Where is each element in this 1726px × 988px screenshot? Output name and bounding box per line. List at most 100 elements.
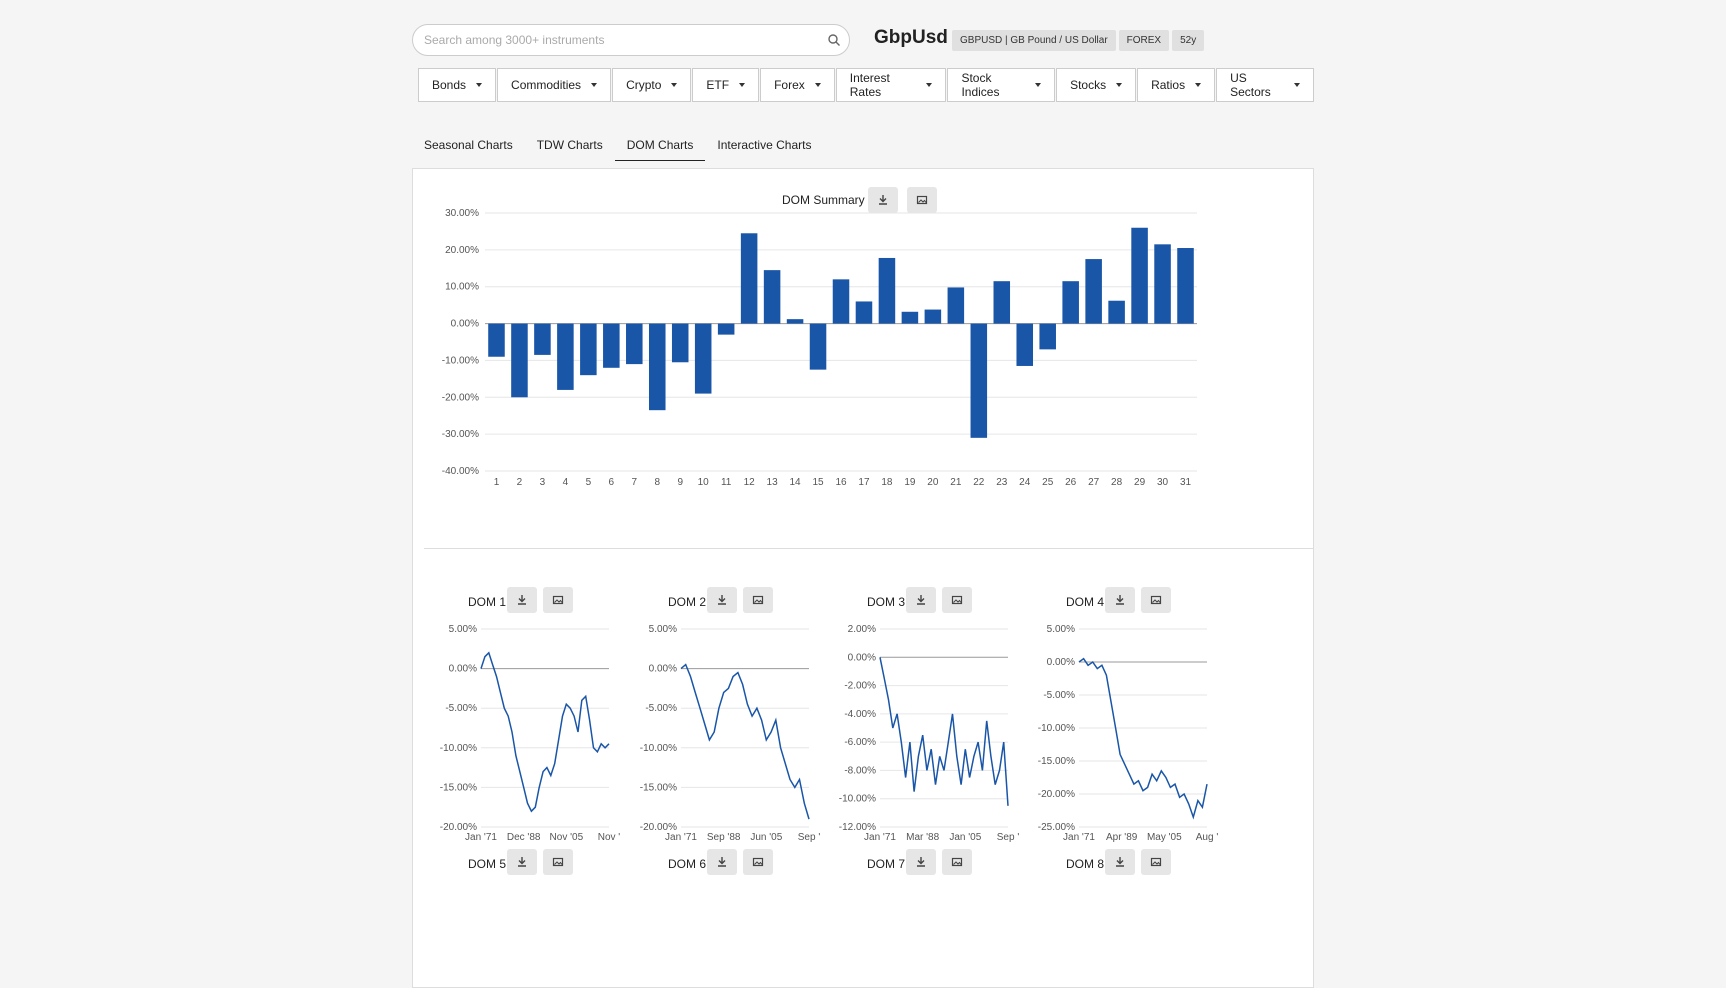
y-tick-label: -20.00% — [1038, 789, 1075, 800]
image-icon — [1150, 857, 1162, 867]
menu-commodities[interactable]: Commodities — [497, 68, 612, 102]
bar-day-28[interactable] — [1108, 300, 1125, 324]
bar-day-30[interactable] — [1154, 244, 1171, 324]
x-tick-label: 27 — [1088, 477, 1100, 488]
bar-day-10[interactable] — [694, 323, 712, 394]
dom-series-line[interactable] — [1078, 657, 1208, 820]
bar-day-21[interactable] — [947, 287, 965, 324]
download-icon — [718, 857, 726, 867]
tab-seasonal-charts[interactable]: Seasonal Charts — [424, 138, 513, 152]
dom-series-line[interactable] — [879, 657, 1009, 806]
search-input[interactable] — [424, 25, 814, 55]
y-tick-label: 2.00% — [848, 624, 876, 635]
download-icon — [879, 195, 887, 205]
dom-chart-image-button[interactable] — [543, 849, 573, 875]
bar-day-8[interactable] — [648, 323, 666, 411]
download-icon — [518, 595, 526, 605]
dom-chart-download-button[interactable] — [707, 587, 737, 613]
dom-chart-download-button[interactable] — [707, 849, 737, 875]
bar-day-9[interactable] — [671, 323, 689, 363]
image-icon — [552, 595, 564, 605]
bar-day-31[interactable] — [1177, 248, 1194, 324]
dom-chart-image-button[interactable] — [942, 849, 972, 875]
y-tick-label: -6.00% — [844, 737, 876, 748]
dom-summary-chart: 30.00% 20.00% 10.00% 0.00% -10.00% -20.00% -30… — [442, 208, 1197, 488]
x-tick-label: 12 — [744, 477, 756, 488]
dom-chart-image-button[interactable] — [743, 849, 773, 875]
bar-day-25[interactable] — [1039, 323, 1056, 350]
dom-chart-download-button[interactable] — [507, 849, 537, 875]
dom-series-line[interactable] — [680, 663, 810, 820]
x-tick-label: 22 — [973, 477, 985, 488]
bar-day-11[interactable] — [717, 323, 735, 335]
bar-day-23[interactable] — [993, 281, 1011, 324]
bar-day-29[interactable] — [1131, 227, 1148, 324]
bar-day-18[interactable] — [878, 257, 896, 324]
dom-series-line[interactable] — [480, 651, 610, 813]
menu-stocks[interactable]: Stocks — [1056, 68, 1137, 102]
y-tick-label: 0.00% — [848, 652, 876, 663]
image-icon — [552, 857, 564, 867]
bar-day-7[interactable] — [626, 323, 643, 365]
dom-chart-image-button[interactable] — [743, 587, 773, 613]
bar-day-22[interactable] — [970, 323, 988, 438]
menu-bonds[interactable]: Bonds — [418, 68, 497, 102]
caret-down-icon — [1294, 83, 1300, 87]
dom-chart-image-button[interactable] — [1141, 587, 1171, 613]
menu-forex[interactable]: Forex — [760, 68, 835, 102]
menu-interest-rates[interactable]: Interest Rates — [835, 68, 947, 102]
search-icon[interactable] — [827, 33, 841, 47]
menu-etf[interactable]: ETF — [692, 68, 760, 102]
y-tick-label: -5.00% — [645, 703, 677, 714]
dom-chart-image-button[interactable] — [942, 587, 972, 613]
bar-day-5[interactable] — [580, 323, 597, 376]
bar-day-26[interactable] — [1062, 281, 1079, 324]
download-icon — [718, 595, 726, 605]
dom-line-chart: 5.00% 0.00% -5.00% -10.00% -15.00% -20.00% -25… — [1038, 624, 1219, 843]
bar-day-3[interactable] — [534, 323, 551, 355]
x-tick-label: Mar '88 — [906, 832, 939, 843]
bar-day-12[interactable] — [740, 233, 758, 324]
tab-dom-charts[interactable]: DOM Charts — [614, 130, 706, 161]
menu-stock-indices[interactable]: Stock Indices — [947, 68, 1056, 102]
bar-day-14[interactable] — [786, 319, 804, 324]
dom-chart-image-button[interactable] — [543, 587, 573, 613]
summary-download-button[interactable] — [868, 187, 898, 213]
x-tick-label: Jan '71 — [465, 832, 497, 843]
y-tick-label: 20.00% — [445, 245, 479, 256]
dom-line-chart: 5.00% 0.00% -5.00% -10.00% -15.00% -20.00%Jan… — [440, 624, 621, 843]
dom-line-chart: 5.00% 0.00% -5.00% -10.00% -15.00% -20.00%Jan… — [640, 624, 821, 843]
dom-chart-download-button[interactable] — [906, 849, 936, 875]
bar-day-2[interactable] — [511, 323, 528, 398]
bar-day-6[interactable] — [603, 323, 620, 368]
bar-day-27[interactable] — [1085, 259, 1102, 324]
bar-day-16[interactable] — [832, 279, 850, 324]
bar-day-4[interactable] — [557, 323, 574, 390]
y-tick-label: -30.00% — [442, 429, 479, 440]
chart-panel: DOM Summary 30.00% 20.00% 10.00% 0.00% -10.0… — [412, 168, 1314, 988]
y-tick-label: -40.00% — [442, 466, 479, 477]
summary-image-button[interactable] — [907, 187, 937, 213]
bar-day-19[interactable] — [901, 311, 919, 324]
bar-day-1[interactable] — [488, 323, 505, 357]
dom-chart-download-button[interactable] — [1105, 849, 1135, 875]
dom-chart-download-button[interactable] — [906, 587, 936, 613]
bar-day-17[interactable] — [855, 301, 873, 324]
dom-chart-download-button[interactable] — [1105, 587, 1135, 613]
dom-chart-image-button[interactable] — [1141, 849, 1171, 875]
tab-interactive-charts[interactable]: Interactive Charts — [717, 138, 812, 152]
menu-us-sectors[interactable]: US Sectors — [1216, 68, 1314, 102]
tab-tdw-charts[interactable]: TDW Charts — [536, 138, 603, 152]
bar-day-15[interactable] — [809, 323, 827, 370]
x-tick-label: Jan '05 — [949, 832, 981, 843]
download-icon — [1116, 595, 1124, 605]
bar-day-24[interactable] — [1016, 323, 1034, 366]
bar-day-20[interactable] — [924, 309, 942, 324]
x-tick-label: May '05 — [1147, 832, 1182, 843]
dom-chart-download-button[interactable] — [507, 587, 537, 613]
image-icon — [1150, 595, 1162, 605]
menu-crypto[interactable]: Crypto — [612, 68, 692, 102]
search-box[interactable] — [412, 24, 850, 56]
menu-ratios[interactable]: Ratios — [1137, 68, 1216, 102]
bar-day-13[interactable] — [763, 270, 781, 324]
